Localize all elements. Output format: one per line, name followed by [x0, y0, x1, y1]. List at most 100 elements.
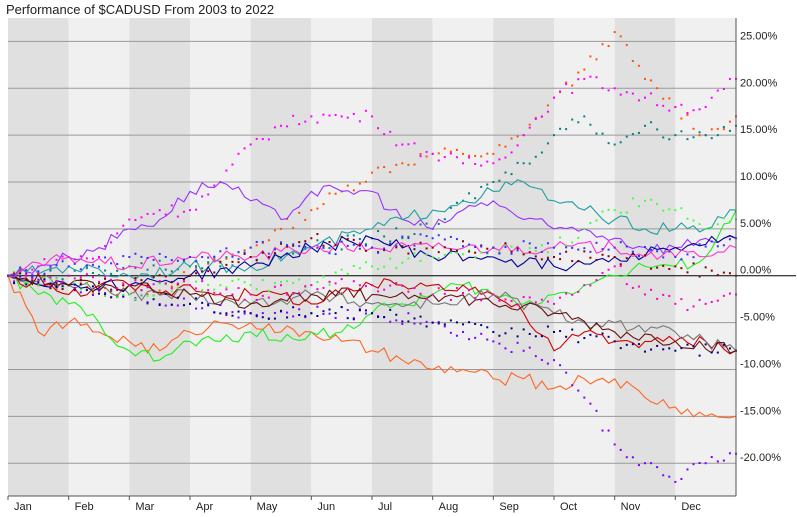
- data-point: [443, 253, 446, 256]
- data-point: [662, 97, 665, 100]
- data-point: [443, 292, 446, 295]
- data-point: [377, 315, 380, 318]
- series-layer: [7, 31, 737, 483]
- data-point: [237, 152, 240, 155]
- data-point: [377, 268, 380, 271]
- data-point: [583, 396, 586, 399]
- data-point: [152, 275, 155, 278]
- data-point: [504, 171, 507, 174]
- data-point: [431, 237, 434, 240]
- data-point: [656, 266, 659, 269]
- data-point: [219, 250, 222, 253]
- data-point: [492, 340, 495, 343]
- data-point: [176, 259, 179, 262]
- data-point: [158, 302, 161, 305]
- data-point: [449, 331, 452, 334]
- data-point: [607, 45, 610, 48]
- x-tick-label-nov: Nov: [621, 501, 641, 513]
- data-point: [164, 304, 167, 307]
- data-point: [122, 295, 125, 298]
- data-point: [286, 244, 289, 247]
- data-point: [389, 240, 392, 243]
- data-point: [583, 77, 586, 80]
- y-tick-label: 0.00%: [740, 265, 771, 277]
- data-point: [134, 279, 137, 282]
- data-point: [207, 304, 210, 307]
- data-point: [377, 230, 380, 233]
- data-point: [540, 115, 543, 118]
- data-point: [625, 257, 628, 260]
- data-point: [231, 260, 234, 263]
- data-point: [589, 75, 592, 78]
- data-point: [122, 255, 125, 258]
- data-point: [340, 235, 343, 238]
- series-13: [7, 274, 737, 357]
- data-point: [110, 262, 113, 265]
- data-point: [553, 330, 555, 333]
- data-point: [607, 248, 610, 251]
- data-point: [583, 284, 586, 287]
- data-point: [528, 296, 531, 299]
- data-point: [213, 256, 216, 259]
- data-point: [728, 452, 731, 455]
- data-point: [322, 312, 325, 315]
- data-point: [25, 279, 28, 282]
- data-point: [286, 311, 289, 314]
- data-point: [613, 443, 616, 446]
- x-tick-label-oct: Oct: [560, 501, 577, 513]
- data-point: [728, 292, 731, 295]
- data-point: [625, 135, 628, 138]
- data-point: [595, 259, 598, 262]
- data-point: [79, 278, 82, 281]
- data-point: [195, 287, 198, 290]
- data-point: [195, 280, 198, 283]
- data-point: [91, 263, 94, 266]
- data-point: [668, 347, 671, 350]
- data-point: [631, 286, 634, 289]
- data-point: [401, 143, 404, 146]
- data-point: [589, 55, 592, 58]
- data-point: [292, 315, 295, 318]
- data-point: [577, 260, 580, 263]
- data-point: [261, 240, 264, 243]
- data-point: [273, 285, 276, 288]
- data-point: [413, 317, 416, 320]
- data-point: [231, 279, 234, 282]
- data-point: [662, 136, 665, 139]
- data-point: [650, 462, 653, 465]
- data-point: [625, 456, 628, 459]
- data-point: [189, 302, 191, 305]
- data-point: [419, 259, 422, 262]
- data-point: [310, 246, 313, 249]
- data-point: [504, 145, 507, 148]
- data-point: [577, 78, 580, 81]
- data-point: [455, 201, 458, 204]
- data-point: [316, 314, 319, 317]
- data-point: [516, 161, 519, 164]
- data-point: [122, 294, 125, 297]
- data-point: [31, 277, 34, 280]
- data-point: [116, 263, 119, 266]
- data-point: [419, 241, 422, 244]
- data-point: [352, 238, 355, 241]
- data-point: [534, 116, 537, 119]
- data-point: [595, 241, 598, 244]
- data-point: [443, 246, 446, 249]
- data-point: [449, 298, 452, 301]
- data-point: [516, 247, 519, 250]
- data-point: [528, 346, 531, 349]
- data-point: [328, 247, 331, 250]
- data-point: [195, 307, 198, 310]
- data-point: [504, 245, 507, 248]
- data-point: [104, 256, 107, 259]
- data-point: [510, 252, 513, 255]
- data-point: [474, 255, 477, 258]
- data-point: [19, 272, 22, 275]
- data-point: [589, 222, 592, 225]
- data-point: [480, 245, 483, 248]
- data-point: [304, 120, 307, 123]
- data-point: [164, 268, 167, 271]
- data-point: [85, 282, 88, 285]
- x-tick-label-sep: Sep: [499, 501, 519, 513]
- data-point: [637, 205, 640, 208]
